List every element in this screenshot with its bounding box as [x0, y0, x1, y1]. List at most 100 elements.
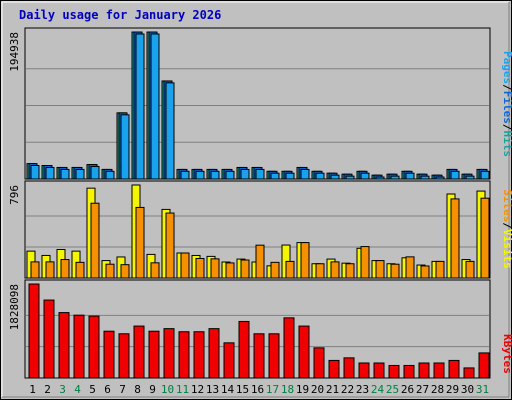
bar-pages-day-22 — [345, 175, 355, 180]
bar-kbytes-day-15 — [238, 320, 250, 379]
bar-pages-day-5 — [90, 165, 100, 180]
bar-kbytes-day-1 — [28, 283, 40, 379]
bar-kbytes-day-2 — [43, 299, 55, 379]
bar-pages-day-11 — [180, 170, 190, 180]
bar-pages-day-10 — [165, 82, 175, 180]
bar-kbytes-day-21 — [328, 359, 340, 379]
legend-kbytes: KBytes — [501, 334, 512, 374]
bar-sites-day-9 — [150, 262, 160, 279]
bar-pages-day-29 — [450, 170, 460, 180]
bar-sites-day-15 — [240, 259, 250, 279]
bar-sites-day-3 — [60, 259, 70, 279]
y-max-label: 1828098 — [8, 284, 21, 330]
bar-pages-day-24 — [375, 176, 385, 180]
bar-kbytes-day-23 — [358, 362, 370, 379]
bar-pages-day-31 — [480, 170, 490, 180]
bar-kbytes-day-30 — [463, 367, 475, 379]
x-tick-label: 22 — [341, 383, 354, 396]
bar-sites-day-26 — [405, 256, 415, 279]
legend-kbytes: KBytes — [501, 334, 512, 374]
x-tick-label: 1 — [29, 383, 36, 396]
x-tick-label: 8 — [134, 383, 141, 396]
bar-pages-day-30 — [465, 175, 475, 180]
bar-pages-day-27 — [420, 175, 430, 180]
bar-pages-day-7 — [120, 114, 130, 180]
bar-kbytes-day-17 — [268, 333, 280, 379]
x-tick-label: 15 — [236, 383, 249, 396]
legend-sep: / — [501, 84, 512, 91]
panel-kbytes: 1828098 — [8, 279, 491, 379]
bar-pages-day-14 — [225, 170, 235, 180]
bar-kbytes-day-13 — [208, 328, 220, 379]
bar-pages-day-18 — [285, 172, 295, 180]
bar-sites-day-17 — [270, 261, 280, 279]
plot-area — [24, 27, 491, 180]
svg-text:KBytes: KBytes — [501, 334, 512, 374]
legend-sep: / — [501, 222, 512, 229]
bar-kbytes-day-14 — [223, 342, 235, 379]
bar-pages-day-19 — [300, 168, 310, 180]
bar-kbytes-day-29 — [448, 359, 460, 379]
bar-kbytes-day-24 — [373, 362, 385, 379]
bar-sites-day-28 — [435, 260, 445, 279]
bar-pages-day-6 — [105, 170, 115, 180]
svg-text:Pages/Files/Hits: Pages/Files/Hits — [501, 51, 512, 157]
chart-panels: 194938 796 1828098 — [8, 27, 491, 379]
x-tick-label: 3 — [59, 383, 66, 396]
bar-sites-day-13 — [210, 258, 220, 279]
bar-kbytes-day-20 — [313, 347, 325, 379]
bar-pages-day-15 — [240, 168, 250, 180]
bar-sites-day-5 — [90, 202, 100, 279]
bar-sites-day-24 — [375, 260, 385, 279]
bar-sites-day-10 — [165, 212, 175, 279]
bar-kbytes-day-5 — [88, 315, 100, 379]
bar-kbytes-day-3 — [58, 312, 70, 379]
bar-pages-day-8 — [135, 33, 145, 180]
x-tick-label: 4 — [74, 383, 81, 396]
bar-sites-day-16 — [255, 244, 265, 279]
bar-pages-day-21 — [330, 174, 340, 180]
x-tick-label: 18 — [281, 383, 294, 396]
x-tick-label: 14 — [221, 383, 235, 396]
x-tick-label: 28 — [431, 383, 444, 396]
bar-kbytes-day-12 — [193, 331, 205, 379]
x-tick-label: 26 — [401, 383, 414, 396]
bar-pages-day-2 — [45, 166, 55, 180]
bar-pages-day-16 — [255, 168, 265, 180]
y-max-label: 796 — [8, 185, 21, 205]
bar-kbytes-day-27 — [418, 362, 430, 379]
bar-sites-day-7 — [120, 264, 130, 279]
x-axis-day-labels: 1 2 3 4 5 6 7 8 9 10 11 12 13 14 15 16 17 18 19 20 21 22 23 24 2… — [29, 383, 489, 396]
bar-kbytes-day-18 — [283, 317, 295, 379]
bar-sites-day-1 — [30, 261, 40, 279]
legend-sites: Sites — [501, 189, 512, 222]
bar-sites-day-27 — [420, 265, 430, 279]
legend-hits: Hits — [501, 131, 512, 158]
bar-pages-day-23 — [360, 172, 370, 180]
x-tick-label: 11 — [176, 383, 189, 396]
bar-sites-day-20 — [315, 263, 325, 279]
legend-pages: Pages — [501, 51, 512, 84]
bar-sites-day-6 — [105, 263, 115, 279]
chart-title: Daily usage for January 2026 — [19, 8, 221, 22]
bar-pages-day-20 — [315, 172, 325, 180]
bar-pages-day-4 — [75, 168, 85, 180]
x-tick-label: 27 — [416, 383, 429, 396]
x-tick-label: 16 — [251, 383, 264, 396]
legend-hits-files-pages: Pages/Files/Hits — [501, 51, 512, 157]
bar-pages-day-28 — [435, 176, 445, 180]
x-tick-label: 2 — [44, 383, 51, 396]
panel-visits-sites: 796 — [8, 180, 491, 279]
svg-text:Sites/Visits: Sites/Visits — [501, 189, 512, 269]
x-tick-label: 30 — [461, 383, 474, 396]
bar-kbytes-day-10 — [163, 328, 175, 379]
bar-sites-day-21 — [330, 261, 340, 279]
x-tick-label: 7 — [119, 383, 126, 396]
x-tick-label: 24 — [371, 383, 385, 396]
x-tick-label: 23 — [356, 383, 369, 396]
x-tick-label: 21 — [326, 383, 339, 396]
bar-kbytes-day-7 — [118, 333, 130, 379]
bar-pages-day-1 — [30, 165, 40, 180]
y-max-label: 194938 — [8, 32, 21, 72]
bar-kbytes-day-9 — [148, 330, 160, 379]
